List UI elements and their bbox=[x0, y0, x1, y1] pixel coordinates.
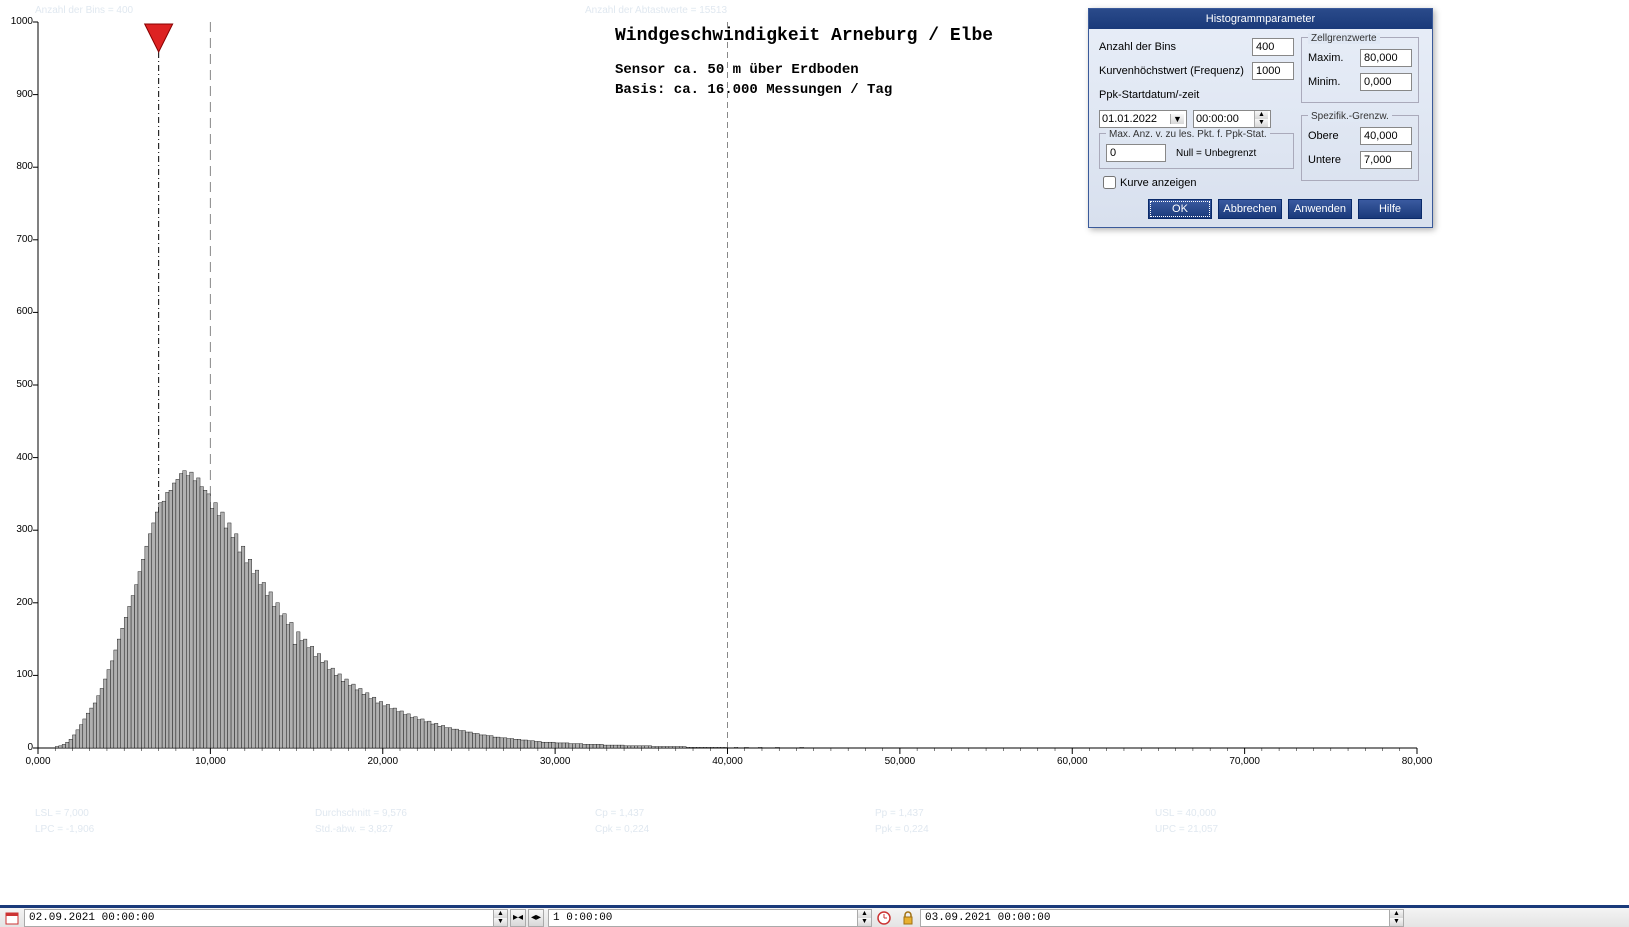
help-button[interactable]: Hilfe bbox=[1358, 199, 1422, 219]
zoom-in-icon[interactable]: ▸◂ bbox=[510, 909, 526, 927]
apply-button[interactable]: Anwenden bbox=[1288, 199, 1352, 219]
peak-input[interactable] bbox=[1252, 62, 1294, 80]
stat-ppk: Ppk = 0,224 bbox=[875, 824, 929, 835]
y-tick-label: 300 bbox=[5, 524, 33, 535]
y-tick-label: 600 bbox=[5, 306, 33, 317]
time-spinner[interactable]: ▲▼ bbox=[1254, 111, 1268, 127]
x-tick-label: 10,000 bbox=[195, 756, 226, 767]
end-spinner[interactable]: ▲▼ bbox=[1390, 909, 1404, 927]
show-curve-checkbox[interactable] bbox=[1103, 176, 1116, 189]
y-tick-label: 800 bbox=[5, 161, 33, 172]
peak-label: Kurvenhöchstwert (Frequenz) bbox=[1099, 65, 1252, 77]
stat-upc: UPC = 21,057 bbox=[1155, 824, 1218, 835]
ok-button[interactable]: OK bbox=[1148, 199, 1212, 219]
bins-input[interactable] bbox=[1252, 38, 1294, 56]
stat-std: Std.-abw. = 3,827 bbox=[315, 824, 393, 835]
x-tick-label: 0,000 bbox=[25, 756, 50, 767]
cell-max-input[interactable] bbox=[1360, 49, 1412, 67]
stat-usl: USL = 40,000 bbox=[1155, 808, 1216, 819]
max-label: Maxim. bbox=[1308, 52, 1360, 64]
ppk-time-input[interactable]: 00:00:00 ▲▼ bbox=[1193, 110, 1271, 128]
spec-lower-input[interactable] bbox=[1360, 151, 1412, 169]
bins-label: Anzahl der Bins bbox=[1099, 41, 1252, 53]
start-datetime-input[interactable]: 02.09.2021 00:00:00 bbox=[24, 909, 494, 927]
dropdown-arrow-icon[interactable]: ▼ bbox=[1170, 114, 1184, 124]
ppk-date-input[interactable]: 01.01.2022 ▼ bbox=[1099, 110, 1187, 128]
max-points-group-label: Max. Anz. v. zu les. Pkt. f. Ppk-Stat. bbox=[1106, 129, 1270, 140]
lower-label: Untere bbox=[1308, 154, 1360, 166]
max-points-note: Null = Unbegrenzt bbox=[1176, 148, 1256, 159]
histogram-params-dialog: Histogrammparameter Anzahl der Bins Kurv… bbox=[1088, 8, 1433, 228]
samples-count-label: Anzahl der Abtastwerte = 15513 bbox=[585, 5, 727, 16]
stat-lpc: LPC = -1,906 bbox=[35, 824, 94, 835]
x-tick-label: 60,000 bbox=[1057, 756, 1088, 767]
spec-upper-input[interactable] bbox=[1360, 127, 1412, 145]
clock-icon[interactable] bbox=[875, 909, 893, 927]
cell-limits-group-label: Zellgrenzwerte bbox=[1308, 33, 1380, 44]
upper-label: Obere bbox=[1308, 130, 1360, 142]
end-datetime-input[interactable]: 03.09.2021 00:00:00 bbox=[920, 909, 1390, 927]
y-tick-label: 200 bbox=[5, 597, 33, 608]
x-tick-label: 70,000 bbox=[1229, 756, 1260, 767]
x-tick-label: 80,000 bbox=[1402, 756, 1433, 767]
y-tick-label: 500 bbox=[5, 379, 33, 390]
stat-pp: Pp = 1,437 bbox=[875, 808, 924, 819]
start-spinner[interactable]: ▲▼ bbox=[494, 909, 508, 927]
y-tick-label: 1000 bbox=[5, 16, 33, 27]
time-range-toolbar: 02.09.2021 00:00:00 ▲▼ ▸◂ ◂▸ 1 0:00:00 ▲… bbox=[0, 905, 1629, 927]
spec-limits-group-label: Spezifik.-Grenzw. bbox=[1308, 111, 1392, 122]
stat-lsl: LSL = 7,000 bbox=[35, 808, 89, 819]
duration-input[interactable]: 1 0:00:00 bbox=[548, 909, 858, 927]
cell-min-input[interactable] bbox=[1360, 73, 1412, 91]
x-tick-label: 50,000 bbox=[885, 756, 916, 767]
duration-spinner[interactable]: ▲▼ bbox=[858, 909, 872, 927]
ppk-date-label: Ppk-Startdatum/-zeit bbox=[1099, 89, 1294, 101]
y-tick-label: 0 bbox=[5, 742, 33, 753]
bins-count-label: Anzahl der Bins = 400 bbox=[35, 5, 133, 16]
y-tick-label: 400 bbox=[5, 452, 33, 463]
calendar-icon[interactable] bbox=[3, 909, 21, 927]
x-tick-label: 40,000 bbox=[712, 756, 743, 767]
max-points-input[interactable] bbox=[1106, 144, 1166, 162]
stat-avg: Durchschnitt = 9,576 bbox=[315, 808, 407, 819]
stat-cp: Cp = 1,437 bbox=[595, 808, 644, 819]
dialog-title[interactable]: Histogrammparameter bbox=[1089, 9, 1432, 29]
x-tick-label: 30,000 bbox=[540, 756, 571, 767]
y-tick-label: 100 bbox=[5, 669, 33, 680]
stat-cpk: Cpk = 0,224 bbox=[595, 824, 649, 835]
cancel-button[interactable]: Abbrechen bbox=[1218, 199, 1282, 219]
zoom-out-icon[interactable]: ◂▸ bbox=[528, 909, 544, 927]
show-curve-label: Kurve anzeigen bbox=[1120, 177, 1196, 189]
y-tick-label: 900 bbox=[5, 89, 33, 100]
lock-icon[interactable] bbox=[899, 909, 917, 927]
x-tick-label: 20,000 bbox=[367, 756, 398, 767]
y-tick-label: 700 bbox=[5, 234, 33, 245]
min-label: Minim. bbox=[1308, 76, 1360, 88]
